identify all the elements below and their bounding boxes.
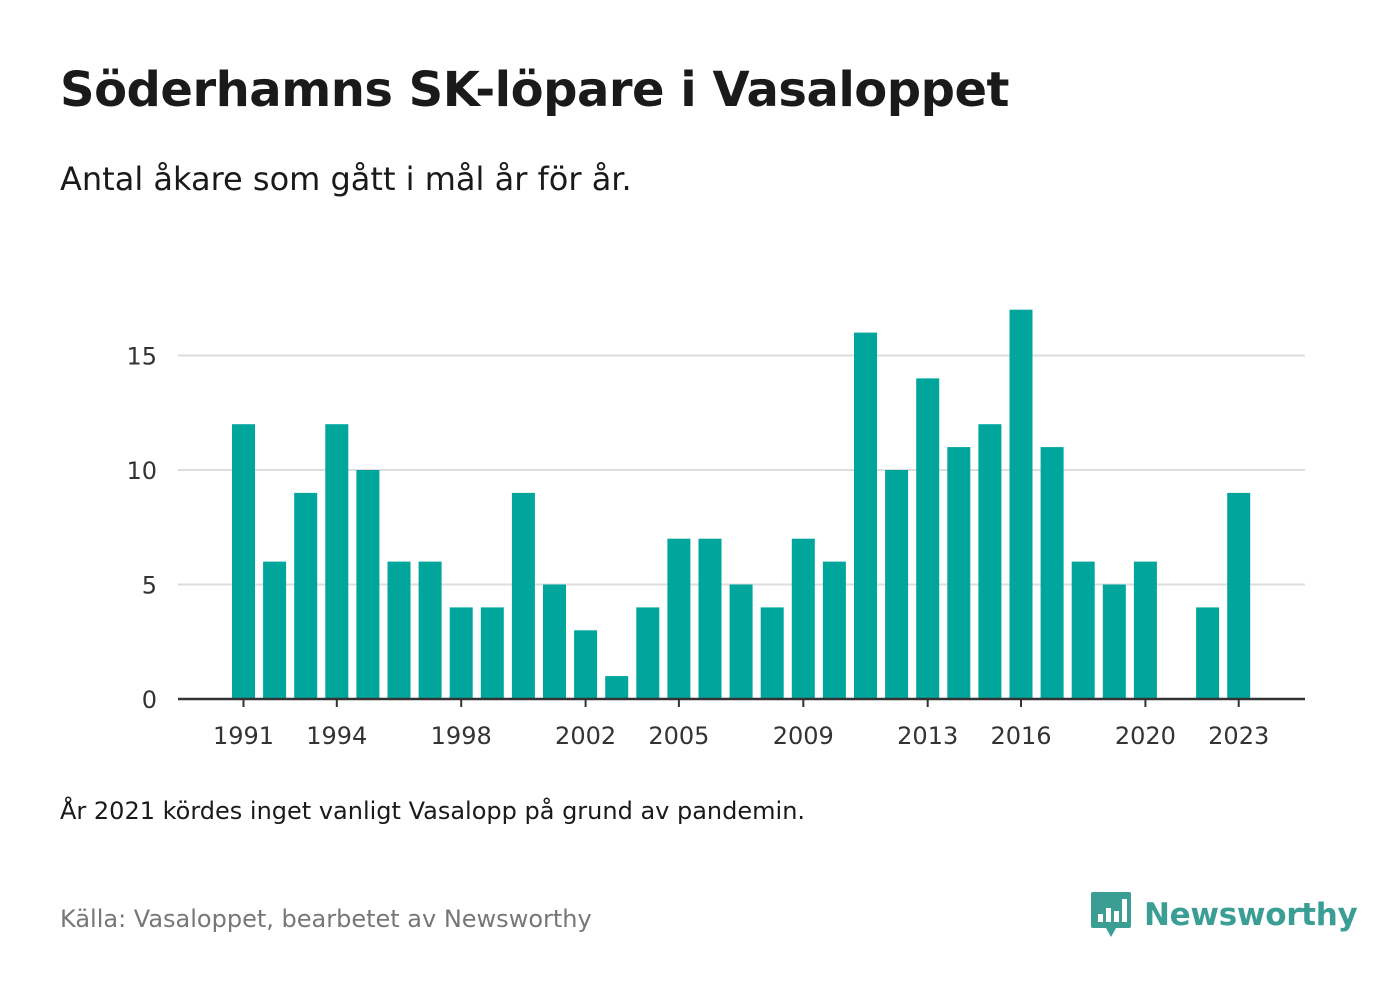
y-tick-label-0: 0 [142, 686, 157, 714]
y-tick-label-5: 5 [142, 572, 157, 600]
bar-2011 [854, 332, 877, 699]
bar-2019 [1102, 584, 1126, 699]
bar-2009 [791, 538, 815, 699]
chart-note: År 2021 kördes inget vanligt Vasalopp på… [60, 797, 806, 825]
bar-1996 [387, 561, 411, 699]
bar-2018 [1071, 561, 1095, 699]
bar-1999 [480, 607, 504, 699]
bar-2015 [978, 424, 1002, 699]
bar-2001 [543, 584, 566, 699]
bar-2010 [822, 561, 846, 699]
bar-2007 [729, 584, 753, 699]
x-tick-label-1994: 1994 [306, 722, 367, 750]
bar-1991 [232, 424, 255, 699]
x-tick-label-1998: 1998 [431, 722, 492, 750]
x-tick-label-2009: 2009 [773, 722, 834, 750]
bar-2005 [667, 538, 691, 699]
bar-1994 [325, 424, 349, 699]
newsworthy-logo-icon [1091, 892, 1131, 937]
x-tick-label-2005: 2005 [648, 722, 709, 750]
bar-1998 [449, 607, 473, 699]
bar-2023 [1227, 492, 1251, 699]
y-tick-label-10: 10 [126, 457, 157, 485]
chart-title: Söderhamns SK-löpare i Vasaloppet [60, 62, 1009, 118]
brand-logo: Newsworthy [1090, 890, 1358, 940]
bar-1993 [294, 492, 318, 699]
bar-2003 [605, 676, 629, 699]
bar-2016 [1009, 309, 1033, 699]
bar-2002 [574, 630, 598, 699]
bar-2008 [760, 607, 784, 699]
bar-2004 [636, 607, 660, 699]
chart-subtitle: Antal åkare som gått i mål år för år. [60, 160, 632, 198]
x-tick-label-2016: 2016 [990, 722, 1051, 750]
bar-2006 [698, 538, 722, 699]
bar-1992 [263, 561, 287, 699]
x-tick-label-2023: 2023 [1208, 722, 1269, 750]
bar-2020 [1133, 561, 1157, 699]
bar-2014 [947, 447, 971, 699]
y-tick-label-15: 15 [126, 343, 157, 371]
source-credit: Källa: Vasaloppet, bearbetet av Newswort… [60, 905, 592, 933]
x-tick-label-1991: 1991 [213, 722, 274, 750]
x-tick-label-2013: 2013 [897, 722, 958, 750]
bar-2000 [511, 492, 535, 699]
bar-2013 [916, 378, 940, 699]
x-tick-label-2020: 2020 [1115, 722, 1176, 750]
brand-name: Newsworthy [1144, 897, 1358, 933]
bar-2012 [885, 470, 909, 699]
x-tick-label-2002: 2002 [555, 722, 616, 750]
bar-1995 [356, 470, 380, 699]
bar-1997 [418, 561, 442, 699]
bar-2022 [1196, 607, 1220, 699]
bar-2017 [1040, 447, 1064, 699]
